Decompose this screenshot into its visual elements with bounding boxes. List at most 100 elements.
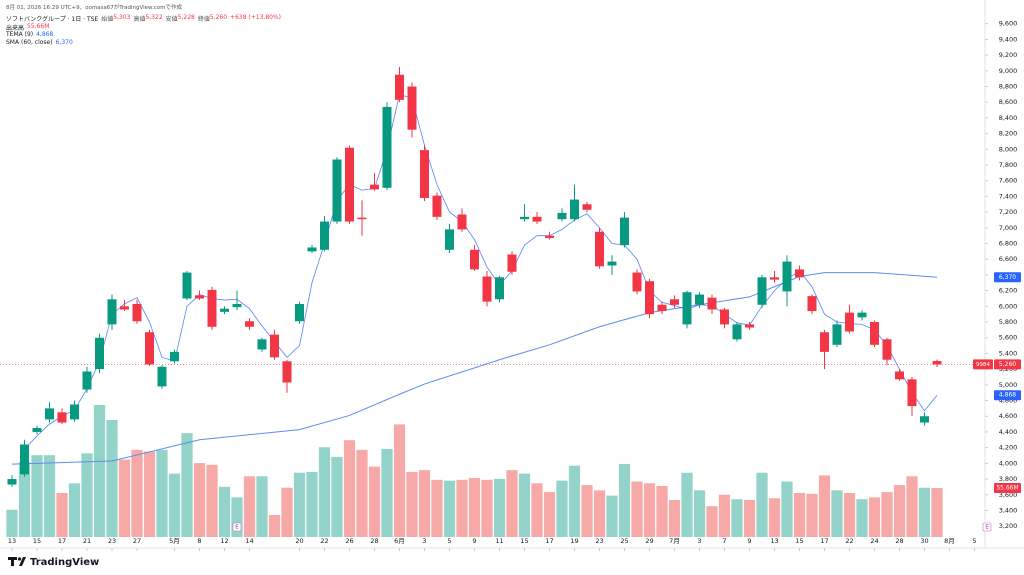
candle-body — [107, 299, 117, 325]
y-tick-label: 4,800 — [999, 397, 1018, 405]
candle-body — [70, 404, 79, 420]
volume-bar — [156, 449, 168, 537]
ohlc-item: 安値 5,228 — [166, 14, 195, 23]
candle-body — [745, 324, 754, 328]
candle-body — [557, 212, 567, 220]
volume-bar — [193, 463, 206, 537]
legend-name: 出来高 — [6, 25, 25, 32]
candle-body — [170, 351, 179, 362]
candle-body — [32, 428, 42, 432]
candle-body — [857, 312, 867, 318]
x-tick-label: 5月 — [169, 537, 180, 545]
earnings-marker-bg — [232, 522, 242, 532]
candle-body — [582, 204, 592, 210]
volume-bar — [868, 497, 881, 537]
y-tick-label: 8,400 — [999, 114, 1018, 122]
volume-bar — [893, 485, 906, 537]
volume-bar — [731, 499, 743, 537]
candle-body — [795, 269, 804, 278]
candle-body — [832, 324, 842, 345]
x-tick-label: 5 — [447, 537, 451, 545]
volume-bar — [456, 479, 468, 537]
x-tick-label: 3 — [697, 537, 701, 545]
y-tick-label: 4,400 — [999, 428, 1018, 436]
candle-body — [482, 276, 492, 302]
x-tick-label: 5 — [972, 537, 976, 545]
x-tick-label: 27 — [133, 537, 141, 545]
volume-bar — [118, 459, 131, 537]
y-tick-label: 6,000 — [999, 302, 1018, 310]
candle-body — [132, 303, 142, 322]
price-tag: 5,260 — [999, 361, 1016, 368]
legend-value: 6,370 — [55, 39, 73, 46]
y-tick-label: 6,200 — [999, 287, 1018, 295]
candle-body — [682, 292, 692, 325]
attribution: 8月 01, 2026 16:29 UTC+9、oomasa67がTrading… — [6, 3, 182, 11]
x-tick-label: 26 — [345, 537, 353, 545]
candle-body — [820, 332, 829, 352]
x-tick-label: 22 — [845, 537, 853, 545]
candle-body — [307, 247, 317, 252]
candle-body — [732, 324, 742, 340]
earnings-marker: E — [235, 525, 239, 531]
y-tick-label: 5,000 — [999, 381, 1018, 389]
candle-body — [357, 217, 367, 220]
candle-body — [770, 277, 779, 280]
volume-bar — [806, 493, 818, 537]
candle-body — [532, 216, 542, 222]
candle-body — [620, 217, 629, 246]
earnings-marker: E — [985, 525, 989, 531]
candle-body — [145, 332, 154, 365]
candle-body — [245, 321, 254, 327]
candle-body — [920, 416, 929, 423]
candle-body — [907, 379, 917, 407]
volume-bar — [618, 463, 631, 537]
x-tick-label: 9 — [472, 537, 476, 545]
volume-bar — [406, 471, 418, 537]
volume-bar — [131, 449, 143, 537]
volume-bar — [293, 472, 306, 537]
candle-body — [645, 281, 654, 315]
volume-bar — [81, 453, 93, 537]
x-tick-label: 7 — [722, 537, 726, 545]
volume-bar — [931, 488, 943, 537]
volume-bar — [831, 490, 843, 537]
volume-bar — [768, 498, 781, 537]
candle-body — [282, 361, 292, 383]
y-tick-label: 4,200 — [999, 444, 1018, 452]
logo-icon — [8, 557, 26, 566]
x-tick-label: 15 — [33, 537, 41, 545]
x-tick-label: 17 — [58, 537, 66, 545]
candle-body — [257, 339, 267, 350]
y-tick-label: 8,800 — [999, 83, 1018, 91]
x-tick-label: 17 — [820, 537, 828, 545]
volume-bar — [556, 480, 568, 537]
candle-body — [707, 297, 717, 310]
candle-body — [670, 299, 679, 305]
candle-body — [445, 229, 454, 250]
x-tick-label: 15 — [520, 537, 528, 545]
y-tick-label: 3,200 — [999, 522, 1018, 530]
volume-bar — [743, 500, 756, 537]
x-tick-label: 28 — [895, 537, 903, 545]
y-tick-label: 8,600 — [999, 98, 1018, 106]
volume-bar — [681, 472, 693, 537]
volume-bar — [581, 485, 593, 537]
y-tick-label: 8,000 — [999, 145, 1018, 153]
x-tick-label: 3 — [422, 537, 426, 545]
candle-body — [370, 184, 379, 190]
volume-bar — [106, 419, 118, 537]
candle-body — [345, 147, 354, 222]
volume-bar — [718, 494, 731, 537]
volume-bar — [6, 509, 18, 537]
candle-body — [807, 296, 817, 312]
candle-body — [7, 479, 17, 485]
x-tick-label: 14 — [245, 537, 253, 545]
candle-body — [570, 199, 579, 220]
volume-bar — [793, 493, 806, 537]
volume-bar — [168, 473, 181, 537]
attribution-text: 8月 01, 2026 16:29 UTC+9、oomasa67がTrading… — [6, 5, 183, 11]
candle-body — [82, 371, 92, 390]
volume-bar — [43, 455, 56, 537]
